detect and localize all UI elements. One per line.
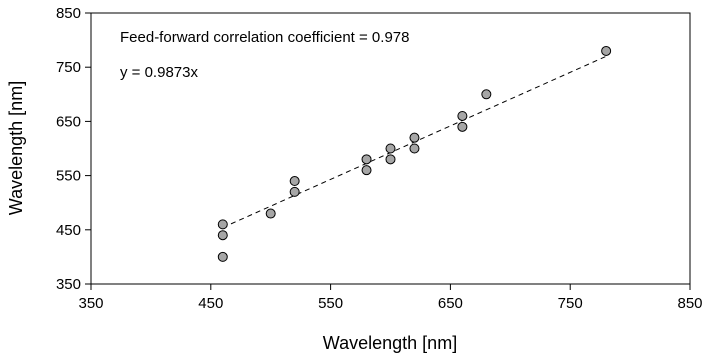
x-tick-label: 850: [677, 295, 702, 312]
data-point: [289, 176, 300, 187]
data-point: [361, 154, 372, 165]
data-point: [457, 121, 468, 132]
data-point: [361, 165, 372, 176]
data-point: [217, 219, 228, 230]
data-point: [385, 143, 396, 154]
y-axis-title: Wavelength [nm]: [6, 81, 26, 215]
plot-frame: [90, 12, 691, 285]
y-tick-label: 550: [56, 168, 81, 185]
x-tick-label: 350: [78, 295, 103, 312]
data-point: [601, 45, 612, 56]
x-tick-label: 550: [318, 295, 343, 312]
data-point: [217, 251, 228, 262]
y-tick-label: 650: [56, 113, 81, 130]
data-points: [217, 45, 612, 262]
x-axis-title: Wavelength [nm]: [323, 333, 457, 353]
data-point: [481, 89, 492, 100]
y-tick-label: 750: [56, 59, 81, 76]
data-point: [289, 186, 300, 197]
x-tick-label: 750: [558, 295, 583, 312]
y-tick-label: 350: [56, 276, 81, 293]
x-tick-label: 650: [438, 295, 463, 312]
data-point: [385, 154, 396, 165]
data-point: [265, 208, 276, 219]
y-tick-label: 850: [56, 5, 81, 22]
annotation-correlation: Feed-forward correlation coefficient = 0…: [120, 29, 409, 46]
data-point: [409, 143, 420, 154]
y-axis: 350 450 550 650 750 850: [56, 5, 91, 293]
x-axis: 350 450 550 650 750 850: [78, 284, 703, 312]
data-point: [457, 110, 468, 121]
annotation-equation: y = 0.9873x: [120, 64, 198, 81]
data-point: [409, 132, 420, 143]
data-point: [217, 230, 228, 241]
x-tick-label: 450: [198, 295, 223, 312]
y-tick-label: 450: [56, 222, 81, 239]
